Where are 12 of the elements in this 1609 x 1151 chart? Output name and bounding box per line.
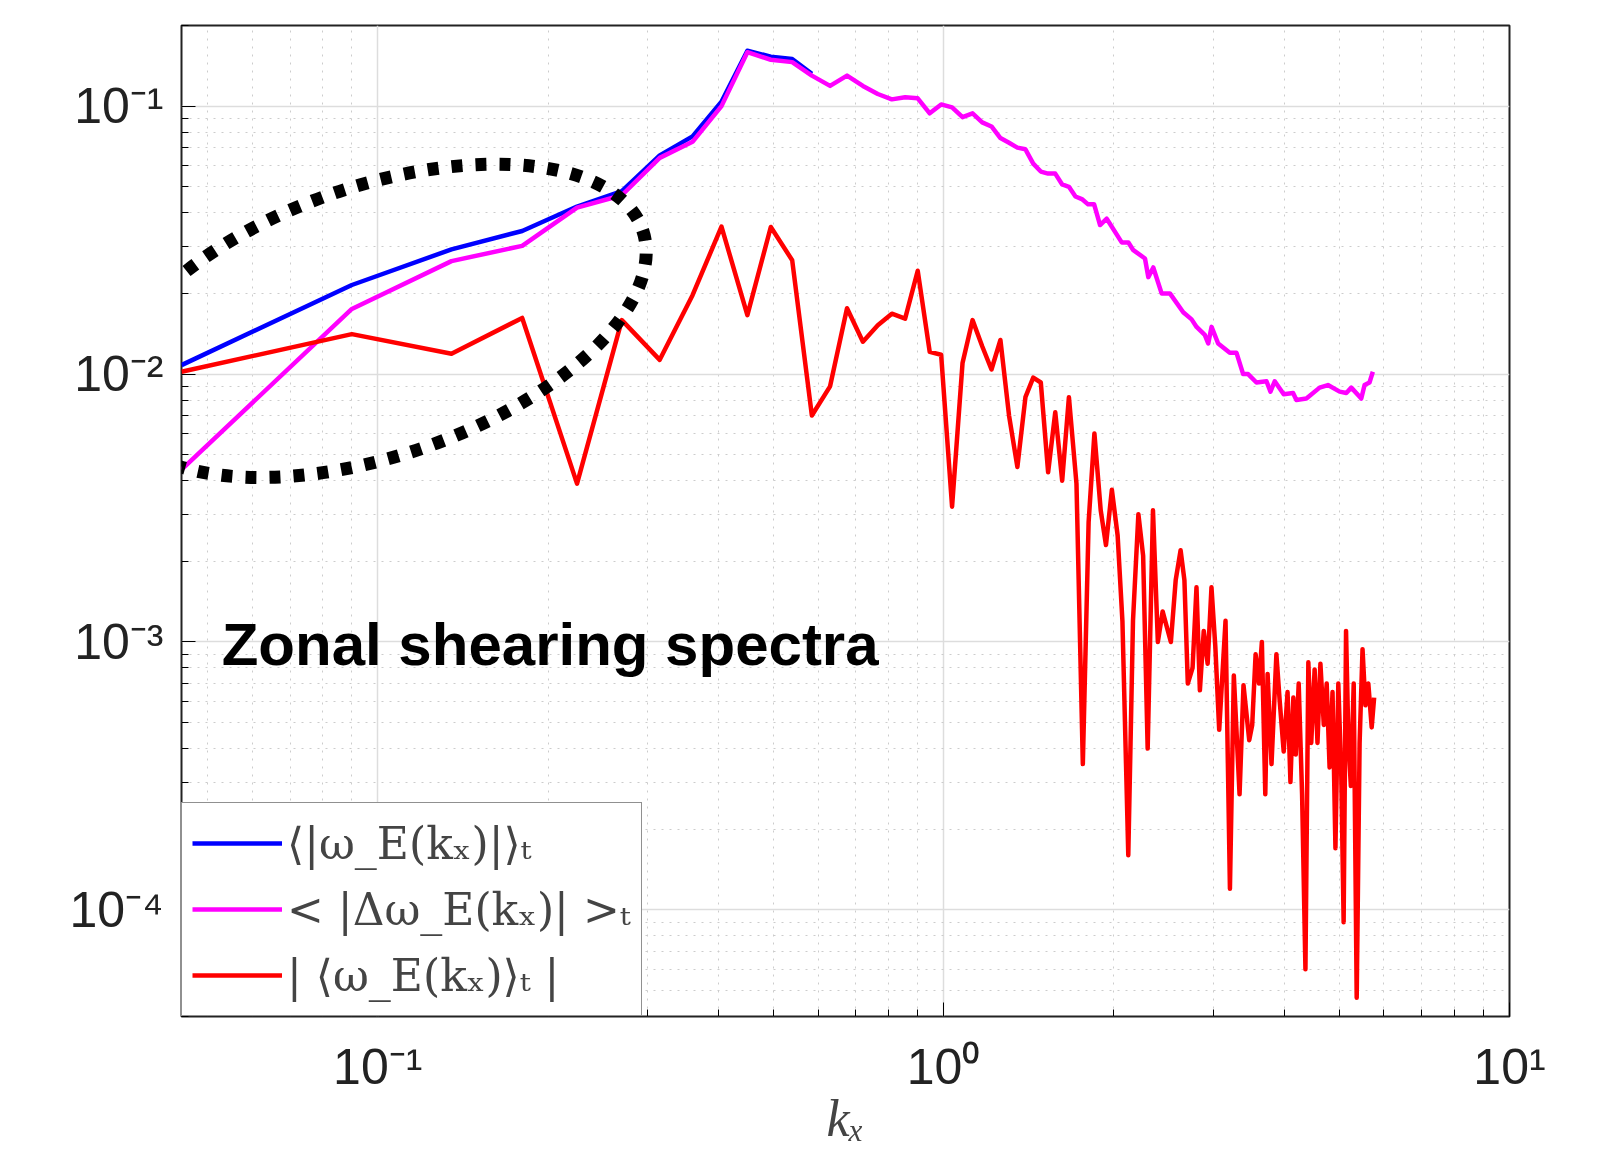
legend-label: ⟨|ω_E(kₓ)|⟩ₜ	[287, 816, 532, 872]
legend-label: < |Δω_E(kₓ)| >ₜ	[287, 882, 631, 938]
x-tick-label: 10¹	[1473, 1038, 1546, 1095]
annotation: Zonal shearing spectra	[221, 610, 880, 678]
x-axis-title: kₓ	[826, 1089, 865, 1147]
x-tick-label: 10⁻¹	[333, 1038, 423, 1095]
y-tick-label: 10⁻²	[74, 346, 164, 403]
y-tick-label: 10⁻¹	[74, 78, 164, 135]
legend-label: | ⟨ω_E(kₓ)⟩ₜ |	[287, 948, 560, 1004]
y-tick-label: 10⁻³	[74, 613, 164, 670]
x-tick-label: 10⁰	[906, 1038, 981, 1095]
y-tick-label: 10⁻⁴	[69, 881, 164, 938]
